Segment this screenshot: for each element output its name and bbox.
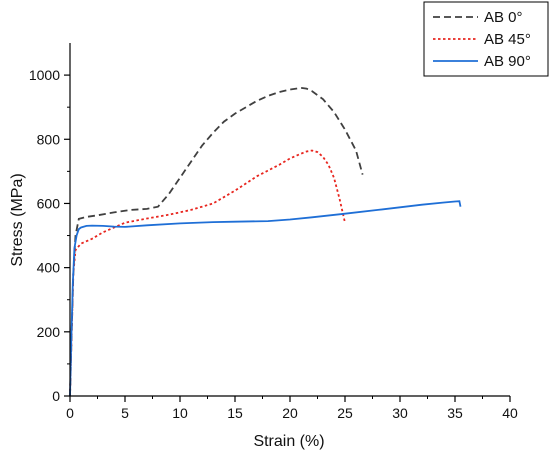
series-line-0: [69, 86, 364, 397]
y-axis-title: Stress (MPa): [9, 173, 26, 266]
y-tick-label: 600: [37, 195, 61, 211]
x-tick-label: 10: [172, 405, 188, 421]
legend-label-2: AB 90°: [484, 53, 531, 70]
series-layer: [69, 86, 462, 397]
x-tick-label: 15: [227, 405, 243, 421]
x-tick-label: 20: [282, 405, 298, 421]
y-tick-label: 400: [37, 260, 61, 276]
y-tick-label: 0: [52, 388, 60, 404]
series-line-2: [69, 200, 462, 397]
x-tick-label: 25: [337, 405, 353, 421]
x-tick-label: 5: [121, 405, 129, 421]
legend-label-1: AB 45°: [484, 31, 531, 48]
x-tick-label: 30: [392, 405, 408, 421]
x-axis-title: Strain (%): [253, 433, 324, 450]
legend-label-0: AB 0°: [484, 9, 523, 26]
y-tick-label: 200: [37, 324, 61, 340]
x-tick-label: 0: [66, 405, 74, 421]
legend: AB 0° AB 45° AB 90°: [423, 1, 549, 77]
series-line-1: [69, 149, 346, 397]
y-tick-label: 800: [37, 131, 61, 147]
y-tick-label: 1000: [29, 67, 60, 83]
x-tick-label: 40: [502, 405, 518, 421]
x-tick-label: 35: [447, 405, 463, 421]
